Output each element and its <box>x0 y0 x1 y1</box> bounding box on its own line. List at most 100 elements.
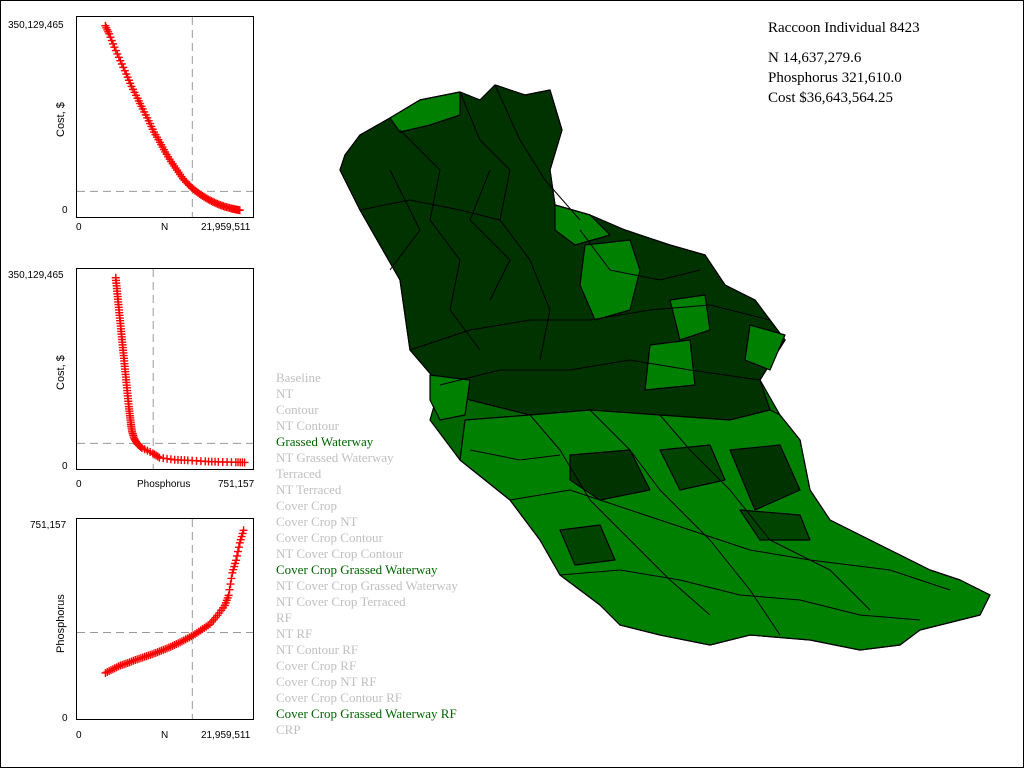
plot3-xmin-label: 0 <box>76 730 82 741</box>
legend-item[interactable]: NT Cover Crop Terraced <box>276 594 406 609</box>
cost-value: Cost $36,643,564.25 <box>768 90 894 106</box>
data-point <box>164 643 173 652</box>
data-point <box>123 658 132 667</box>
plot3-ylabel: Phosphorus <box>55 594 67 653</box>
legend-item[interactable]: Terraced <box>276 466 322 481</box>
legend-item[interactable]: Contour <box>276 402 319 417</box>
data-point <box>240 458 249 467</box>
data-point <box>168 641 177 650</box>
data-point <box>224 591 233 600</box>
legend-item[interactable]: NT Cover Crop Grassed Waterway <box>276 578 458 593</box>
lower-dark-3 <box>729 444 801 511</box>
data-point <box>235 206 244 215</box>
legend-item[interactable]: Cover Crop NT <box>276 514 358 529</box>
data-point <box>166 642 175 651</box>
data-point <box>234 543 243 552</box>
lower-dark-1 <box>569 449 651 501</box>
data-point <box>107 666 116 675</box>
plot1-ymax-label: 350,129,465 <box>8 20 64 31</box>
phosphorus-vs-n-plot[interactable] <box>76 518 254 720</box>
legend-item[interactable]: Cover Crop Contour <box>276 530 383 545</box>
phosphorus-value: Phosphorus 321,610.0 <box>768 70 902 86</box>
northwest-patch <box>389 91 461 133</box>
data-point <box>226 580 235 589</box>
legend-item[interactable]: Cover Crop Contour RF <box>276 690 403 705</box>
plot2-ylabel: Cost, $ <box>55 355 67 390</box>
data-point <box>110 664 119 673</box>
data-point <box>233 547 242 556</box>
legend-item[interactable]: CRP <box>276 722 301 737</box>
data-point <box>108 665 117 674</box>
cost-vs-n-plot[interactable] <box>76 16 254 218</box>
legend-item[interactable]: Cover Crop NT RF <box>276 674 377 689</box>
scatter-svg <box>77 17 253 217</box>
data-point <box>204 621 213 630</box>
eastern-ridge <box>554 204 611 246</box>
n-value: N 14,637,279.6 <box>768 50 862 66</box>
data-point <box>239 526 248 535</box>
plot2-ymax-label: 350,129,465 <box>8 270 64 281</box>
data-point <box>125 658 134 667</box>
data-point <box>170 641 179 650</box>
plot2-ymin-label: 0 <box>62 461 68 472</box>
central-patch-3 <box>644 339 696 391</box>
data-point <box>114 662 123 671</box>
data-point <box>103 25 112 34</box>
plot1-xmax-label: 21,959,511 <box>201 222 251 233</box>
plot2-xlabel: Phosphorus <box>137 479 191 490</box>
plot1-ymin-label: 0 <box>62 205 68 216</box>
data-point <box>232 556 241 565</box>
legend-item[interactable]: NT Cover Crop Contour <box>276 546 404 561</box>
legend-item[interactable]: NT Contour <box>276 418 339 433</box>
central-patch-1 <box>579 239 641 321</box>
lower-dark-4 <box>559 524 616 566</box>
legend-item[interactable]: NT RF <box>276 626 313 641</box>
plot1-ylabel: Cost, $ <box>55 102 67 137</box>
lower-dark-5 <box>739 509 811 541</box>
legend-item[interactable]: NT Terraced <box>276 482 342 497</box>
data-point <box>172 640 181 649</box>
lower-dark-2 <box>659 444 726 491</box>
data-point <box>233 551 242 560</box>
data-point <box>153 452 162 461</box>
plot3-ymin-label: 0 <box>62 713 68 724</box>
data-point <box>112 663 121 672</box>
legend-item[interactable]: NT <box>276 386 294 401</box>
plot3-ymax-label: 751,157 <box>30 520 67 531</box>
plot3-xmax-label: 21,959,511 <box>201 730 251 741</box>
legend-item[interactable]: Cover Crop Grassed Waterway RF <box>276 706 457 721</box>
legend-item[interactable]: NT Grassed Waterway <box>276 450 394 465</box>
legend-item[interactable]: Baseline <box>276 370 321 385</box>
legend-item[interactable]: Cover Crop <box>276 498 338 513</box>
individual-title: Raccoon Individual 8423 <box>768 20 920 36</box>
data-point <box>103 668 112 677</box>
plot1-xmin-label: 0 <box>76 222 82 233</box>
data-point <box>153 648 162 657</box>
data-point <box>174 639 183 648</box>
practice-legend: Baseline NT Contour NT Contour Grassed Water… <box>276 370 458 738</box>
cost-vs-phosphorus-plot[interactable] <box>76 268 254 470</box>
lower-subwatersheds <box>459 409 991 651</box>
data-point <box>157 646 166 655</box>
data-point <box>155 647 164 656</box>
plot3-xlabel: N <box>161 730 169 741</box>
legend-item[interactable]: Cover Crop RF <box>276 658 357 673</box>
plot2-xmax-label: 751,157 <box>218 479 255 490</box>
legend-item[interactable]: Cover Crop Grassed Waterway <box>276 562 438 577</box>
data-point <box>225 585 234 594</box>
data-point <box>159 645 168 654</box>
scatter-svg <box>77 519 253 719</box>
legend-item[interactable]: Grassed Waterway <box>276 434 374 449</box>
data-point <box>227 574 236 583</box>
western-patch <box>429 374 471 421</box>
central-patch-4 <box>744 324 786 371</box>
data-point <box>105 667 114 676</box>
plot1-xlabel: N <box>161 222 169 233</box>
legend-item[interactable]: NT Contour RF <box>276 642 359 657</box>
legend-item[interactable]: RF <box>276 610 292 625</box>
data-point <box>129 656 138 665</box>
data-point <box>161 645 170 654</box>
data-point <box>127 657 136 666</box>
scatter-svg <box>77 269 253 469</box>
watershed-map[interactable] <box>330 70 995 655</box>
